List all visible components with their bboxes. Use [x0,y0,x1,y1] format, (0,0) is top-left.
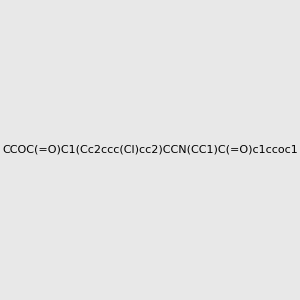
Text: CCOC(=O)C1(Cc2ccc(Cl)cc2)CCN(CC1)C(=O)c1ccoc1: CCOC(=O)C1(Cc2ccc(Cl)cc2)CCN(CC1)C(=O)c1… [2,145,298,155]
